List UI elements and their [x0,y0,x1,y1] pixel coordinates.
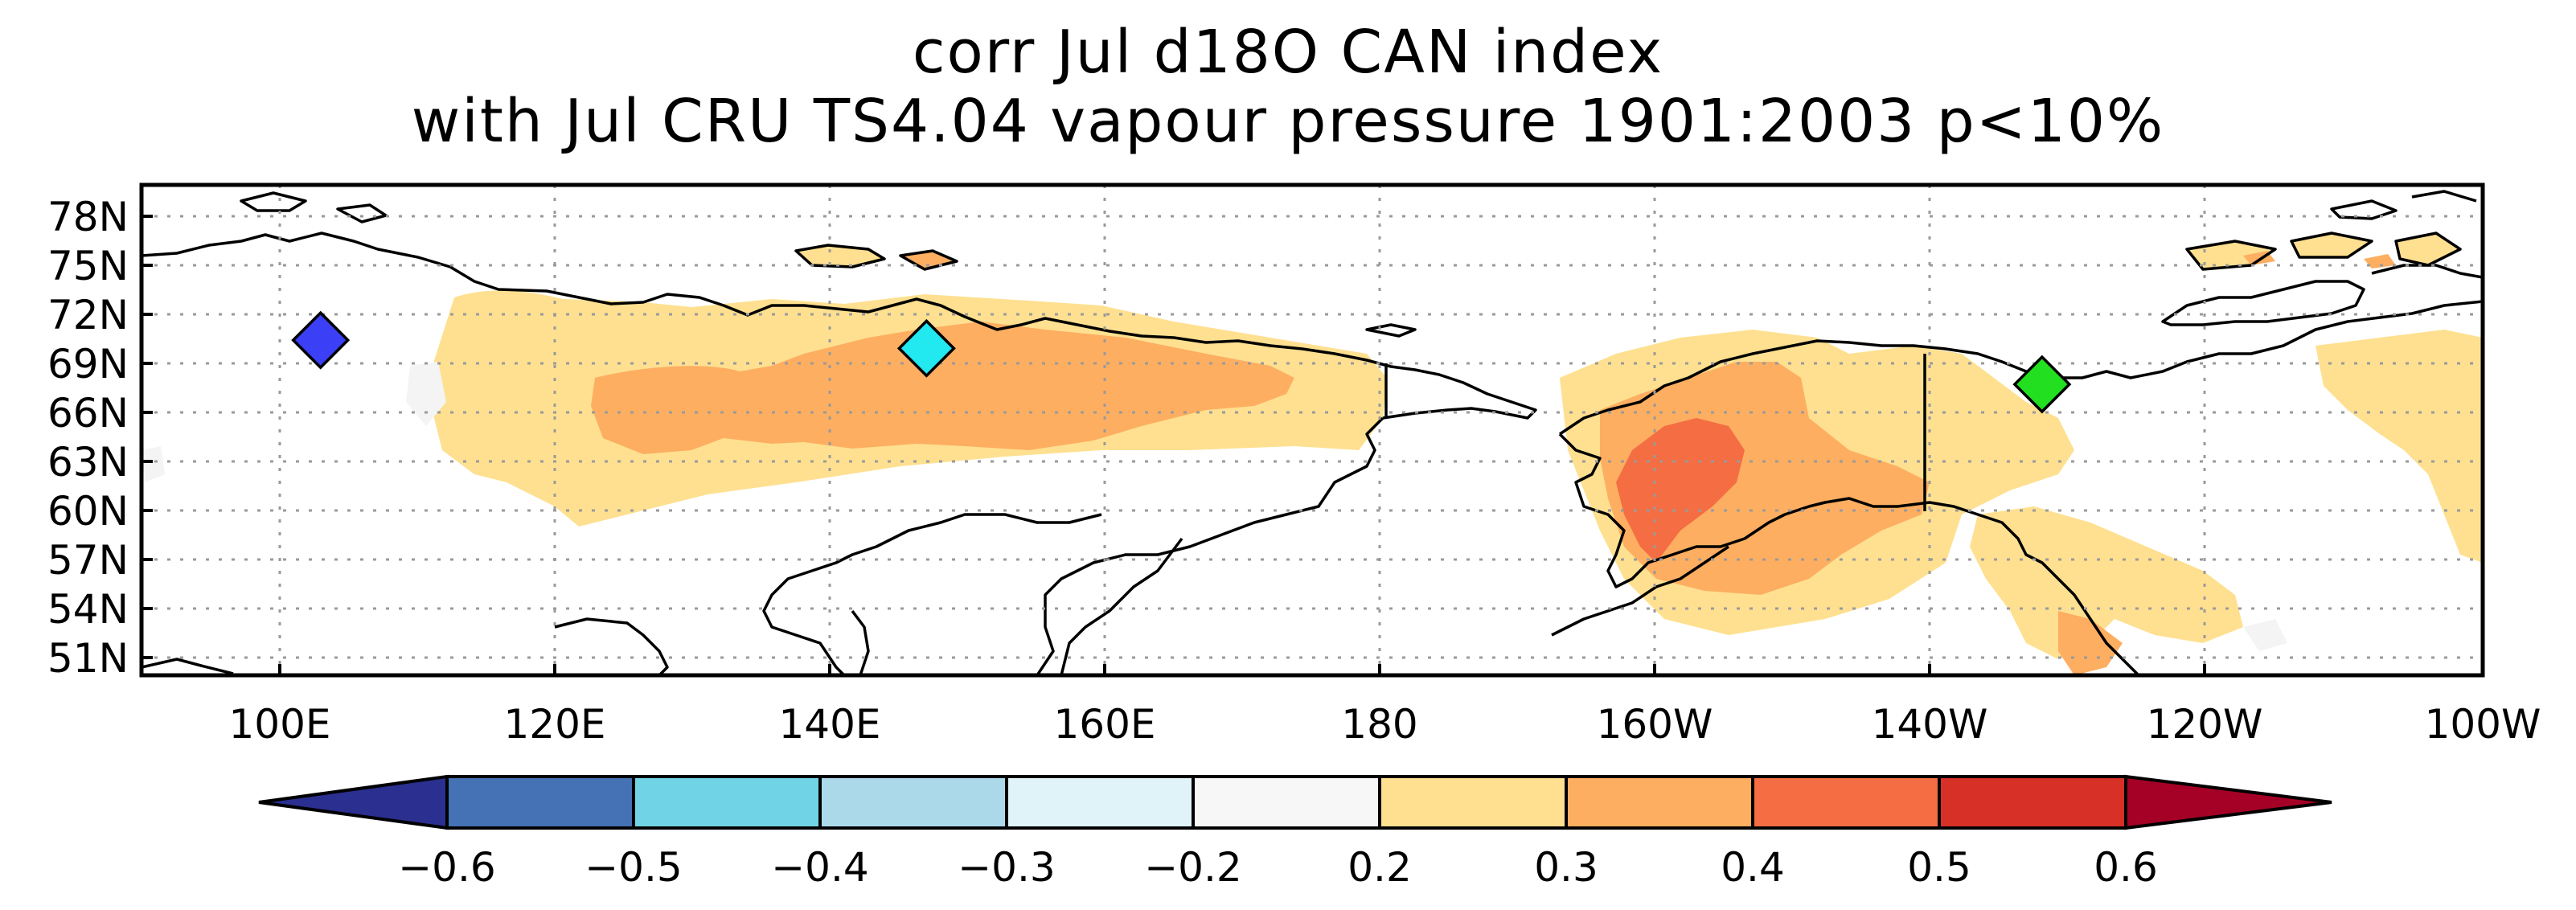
canadian-arctic-islands [2161,280,2365,326]
lon-label-140e: 140E [778,701,880,748]
site-markers [291,310,2072,414]
colorbar-bin-8 [1751,775,1941,830]
siberia-region-moderate [591,322,1294,454]
low-value-patch-3 [2243,619,2287,651]
blue-diamond-marker [291,310,351,370]
alaska-peninsula [1551,545,1729,637]
colorbar-bin-4 [1005,775,1195,830]
colorbar-label-6: 0.2 [1347,844,1412,891]
lake-baikal [554,617,669,675]
colorbar-label-9: 0.5 [1907,844,1971,891]
cyan-diamond-marker [896,318,956,378]
lat-label-57n: 57N [47,537,129,584]
wrangel-island [1365,323,1417,338]
alaska-region-strong [1616,418,1745,563]
colorbar-label-4: −0.3 [958,844,1055,891]
colorbar-label-7: 0.3 [1534,844,1598,891]
latitude-axis: 78N 75N 72N 69N 66N 63N 60N 57N 54N 51N [47,194,153,682]
alaska-west-coast [1558,432,2140,675]
lat-label-54n: 54N [47,586,129,633]
map-title-line-1: corr Jul d18O CAN index [912,18,1664,87]
colorbar-label-2: −0.5 [585,844,682,891]
lon-label-120e: 120E [503,701,605,748]
map-layers [142,185,2483,675]
colorbar-bin-6 [1378,775,1568,830]
colorbar-label-5: −0.2 [1144,844,1241,891]
lat-label-72n: 72N [47,292,129,338]
canadian-arctic-islands-2 [2371,264,2483,279]
siberian-coastline [142,232,1537,420]
canada-region-weak [2316,330,2483,563]
lat-label-51n: 51N [47,635,129,682]
lat-label-78n: 78N [47,194,129,240]
lon-label-100e: 100E [228,701,330,748]
colorbar-bin-1 [445,775,635,830]
canadian-arctic-islands-4 [2330,190,2477,220]
green-diamond-marker [2012,355,2072,414]
lon-label-160e: 160E [1053,701,1155,748]
sakhalin-island [851,609,870,675]
lon-label-100w: 100W [2425,701,2541,748]
map-frame [139,182,2485,678]
okhotsk-coastline [762,513,1102,675]
longitude-axis: 100E 120E 140E 160E 180 160W 140W 120W 1… [228,664,2541,748]
lat-label-75n: 75N [47,243,129,289]
bc-region-weak [1970,506,2243,659]
low-value-patch [406,362,446,426]
colorbar-label-10: 0.6 [2094,844,2158,891]
alaska-coastline [1559,300,2483,436]
lon-label-160w: 160W [1597,701,1713,748]
lat-label-66n: 66N [47,390,129,437]
colorbar [258,774,2332,830]
gridlines [142,185,2483,675]
colorbar-bin-5 [1192,775,1381,830]
coast-fragment-west [142,658,234,675]
canadian-islands-moderate [2243,251,2396,268]
lat-label-60n: 60N [47,488,129,535]
colorbar-bin-3 [818,775,1008,830]
kamchatka-peninsula [1060,537,1183,675]
map-title-line-2: with Jul CRU TS4.04 vapour pressure 1901… [411,87,2165,156]
colorbar-right-arrow [2124,774,2332,830]
colorbar-labels: −0.6 −0.5 −0.4 −0.3 −0.2 0.2 0.3 0.4 0.5… [398,844,2157,891]
colorbar-bin-7 [1565,775,1754,830]
chukotka-kamchatka-coastline [1036,416,1384,675]
lon-label-180: 180 [1341,701,1417,748]
colorbar-label-8: 0.4 [1721,844,1785,891]
lat-label-63n: 63N [47,439,129,486]
lon-label-140w: 140W [1872,701,1988,748]
colorbar-left-arrow [258,774,449,830]
bc-region-moderate [2058,611,2123,675]
colorbar-bin-9 [1938,775,2127,830]
lon-label-120w: 120W [2147,701,2263,748]
colorbar-bin-2 [632,775,822,830]
colorbar-label-1: −0.6 [398,844,495,891]
alaska-region-moderate [1600,362,1930,595]
low-value-patch-2 [142,446,165,482]
lat-label-69n: 69N [47,341,129,387]
siberian-islands-shading [796,245,884,267]
colorbar-label-3: −0.4 [771,844,868,891]
